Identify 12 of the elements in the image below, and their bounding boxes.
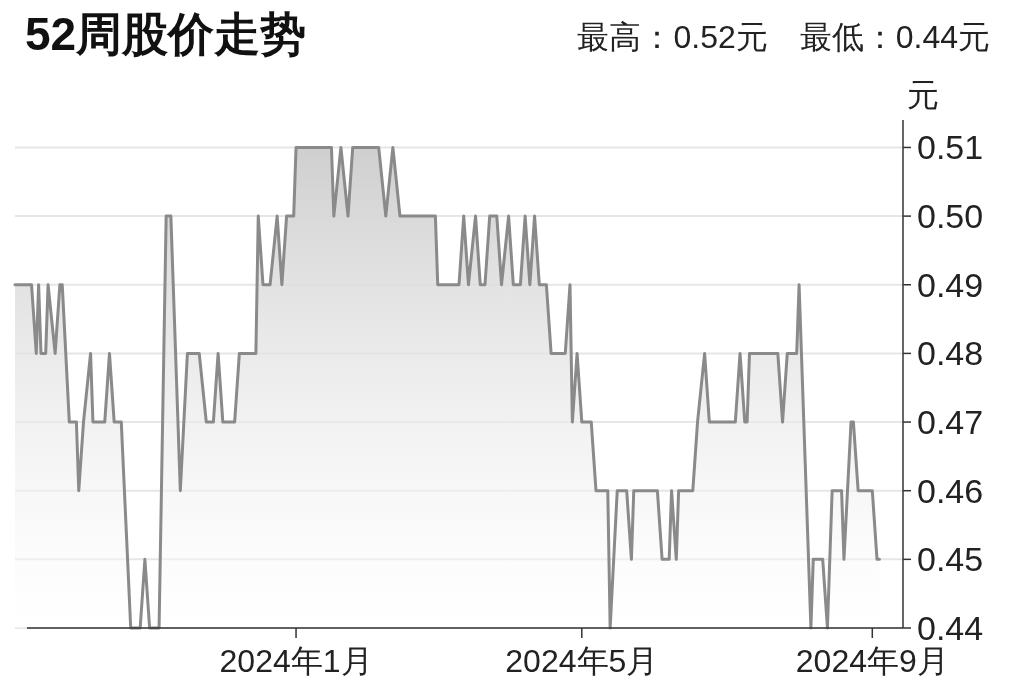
y-tick-label: 0.51 — [917, 128, 984, 167]
y-tick-label: 0.47 — [917, 403, 984, 442]
chart-subtitle: 最高：0.52元 最低：0.44元 — [577, 19, 990, 55]
y-tick-label: 0.45 — [917, 540, 984, 579]
y-tick-label: 0.46 — [917, 471, 984, 510]
y-tick-label: 0.49 — [917, 265, 984, 304]
x-tick-label: 2024年1月 — [219, 643, 373, 679]
y-axis-title: 元 — [907, 77, 939, 113]
x-tick-label: 2024年5月 — [505, 643, 659, 679]
chart-title: 52周股价走势 — [25, 8, 307, 60]
y-tick-label: 0.50 — [917, 197, 984, 236]
y-tick-label: 0.48 — [917, 334, 984, 373]
